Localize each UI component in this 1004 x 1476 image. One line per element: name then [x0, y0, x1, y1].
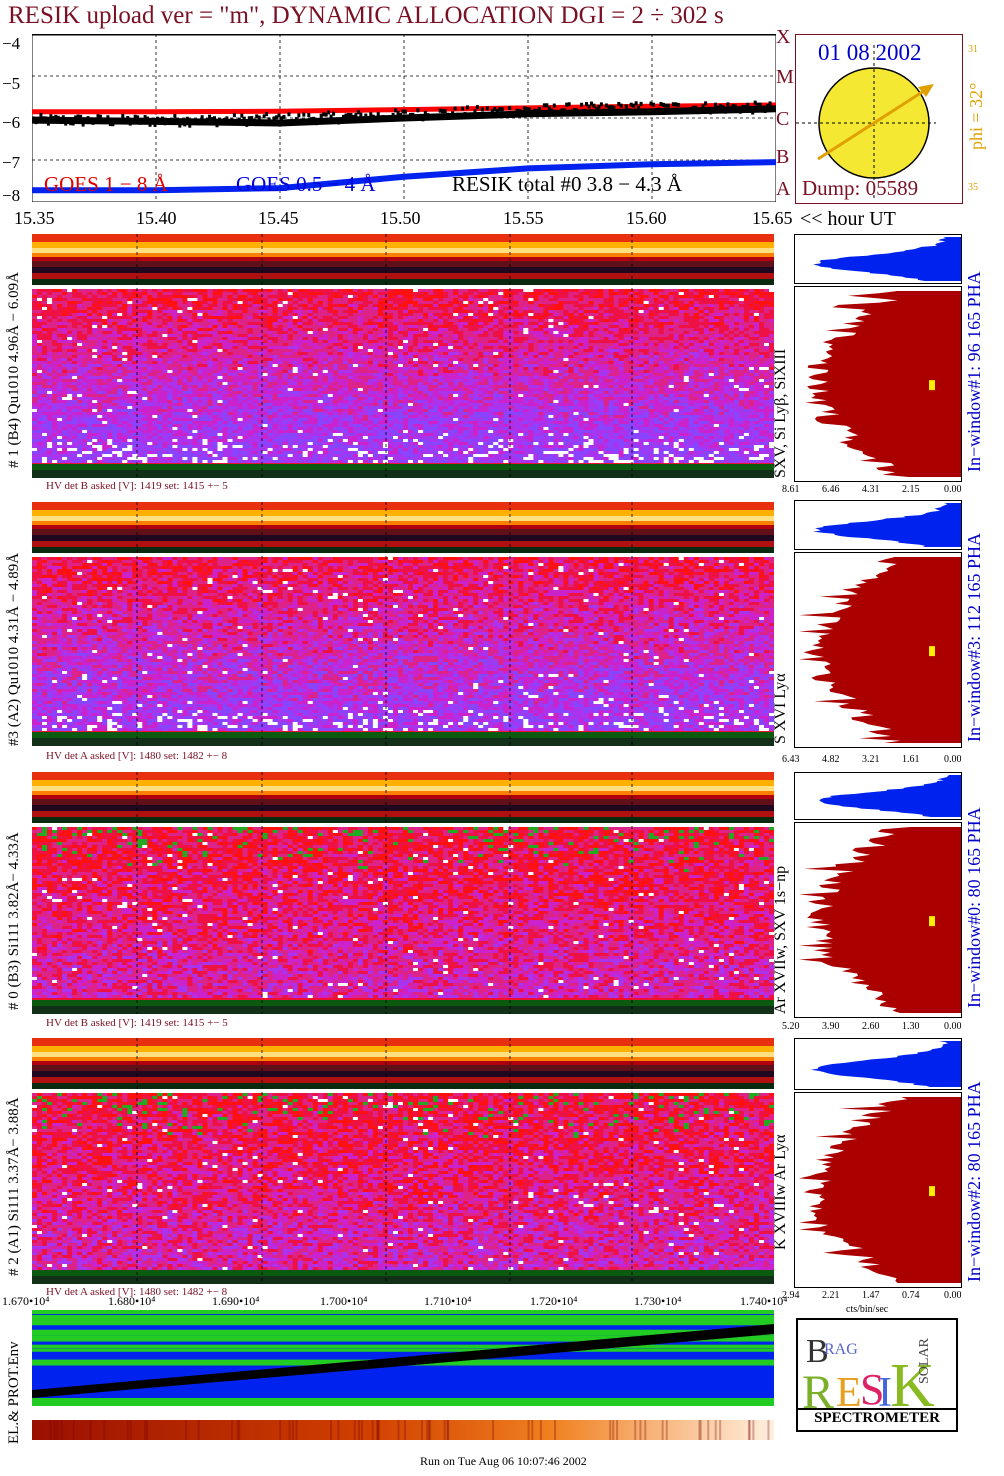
pha-axis-tick: 3.90: [822, 1021, 840, 1032]
time-tick: 1.720•10⁴: [530, 1294, 577, 1309]
time-tick: 1.710•10⁴: [424, 1294, 471, 1309]
class-label: C: [776, 108, 789, 131]
line-id-label: Ar XVIIw, SXV 1s−np: [772, 866, 790, 1014]
in-window-label: In−window#0: 80 165 PHA: [964, 807, 985, 1008]
in-window-label: In−window#3: 112 165 PHA: [964, 533, 985, 742]
hv-line: HV det A asked [V]: 1480 set: 1482 +− 8: [46, 750, 227, 762]
xtick-label: 15.55: [503, 208, 544, 229]
legend-goes-short: GOES 0.5 − 4 Å: [236, 172, 376, 197]
pha-axis-tick: 8.61: [782, 484, 800, 495]
sun-disk-plot: [796, 45, 936, 201]
pha-axis-tick: 4.82: [822, 754, 840, 765]
time-tick: 1.730•10⁴: [634, 1294, 681, 1309]
pha-axis-tick: 2.15: [902, 484, 920, 495]
line-id-label: K XVIIIw Ar Lyα: [772, 1135, 790, 1250]
arrow-icon: [817, 85, 931, 161]
pha-axis-tick: 0.00: [944, 484, 962, 495]
xaxis-unit: << hour UT: [800, 208, 896, 231]
pha-red-3: [794, 552, 962, 748]
ytick-label: −7: [2, 153, 30, 173]
pha-axis-tick: 2.94: [782, 1290, 800, 1301]
pha-axis-tick: 5.20: [782, 1021, 800, 1032]
pha-blue-2: [794, 1038, 962, 1090]
logo-text: SPECTROMETER: [798, 1408, 956, 1427]
phi-tick: 35: [968, 182, 978, 193]
hv-line: HV det B asked [V]: 1419 set: 1415 +− 5: [46, 1017, 228, 1029]
phi-tick: 31: [968, 44, 978, 55]
run-timestamp: Run on Tue Aug 06 10:07:46 2002: [420, 1454, 587, 1469]
sun-panel: [795, 34, 963, 204]
time-tick: 1.700•10⁴: [320, 1294, 367, 1309]
hv-line: HV det B asked [V]: 1419 set: 1415 +− 5: [46, 480, 228, 492]
temperature-strip: [32, 1420, 774, 1440]
sun-date: 01 08 2002: [818, 40, 922, 66]
lightcurve-panel: [32, 34, 776, 202]
xtick-label: 15.50: [380, 208, 421, 229]
pha-axis-tick: 1.47: [862, 1290, 880, 1301]
pha-red-1: [794, 286, 962, 482]
pha-axis-tick: 4.31: [862, 484, 880, 495]
pha-axis-tick: 2.21: [822, 1290, 840, 1301]
detector-label: # 0 (B3) Si111 3.82Å− 4.33Å: [6, 832, 23, 1010]
series-line: [32, 105, 776, 127]
pha-axis-tick: 0.00: [944, 1021, 962, 1032]
xtick-label: 15.35: [14, 208, 55, 229]
env-label: EL.& PROT.Env: [6, 1341, 23, 1444]
lightcurve-plot: [32, 34, 776, 202]
detector-label: # 2 (A1) Si111 3.37Å− 3.88Å: [6, 1097, 23, 1276]
xtick-label: 15.60: [626, 208, 667, 229]
class-label: X: [776, 26, 790, 49]
detector-label: #3 (A2) Qu1010 4.31Å − 4.89Å: [6, 553, 23, 746]
pha-unit: cts/bin/sec: [846, 1304, 888, 1315]
line-id-label: S XVI Lyα: [772, 673, 790, 744]
class-label: B: [776, 146, 789, 169]
detector-2-spectrogram: [32, 1038, 774, 1284]
pha-axis-tick: 0.00: [944, 754, 962, 765]
detector-label: # 1 (B4) Qu1010 4.96Å − 6.09Å: [6, 272, 23, 468]
pha-axis-tick: 0.74: [902, 1290, 920, 1301]
ytick-label: −5: [2, 74, 30, 94]
xtick-label: 15.40: [136, 208, 177, 229]
xtick-label: 15.45: [258, 208, 299, 229]
ytick-label: −6: [2, 113, 30, 133]
pha-axis-tick: 1.61: [902, 754, 920, 765]
pha-axis-tick: 3.21: [862, 754, 880, 765]
in-window-label: In−window#2: 80 165 PHA: [964, 1081, 985, 1282]
pha-axis-tick: 6.46: [822, 484, 840, 495]
line-id-label: SXV, Si Lyβ, SiXIII: [772, 349, 790, 478]
pha-axis-tick: 1.30: [902, 1021, 920, 1032]
pha-axis-tick: 6.43: [782, 754, 800, 765]
legend-goes-long: GOES 1 − 8 Å: [44, 172, 168, 197]
pha-red-0: [794, 822, 962, 1018]
hv-line: HV det A asked [V]: 1480 set: 1482 +− 8: [46, 1286, 227, 1298]
time-tick: 1.680•10⁴: [108, 1294, 155, 1309]
pha-blue-3: [794, 500, 962, 550]
page-title: RESIK upload ver = "m", DYNAMIC ALLOCATI…: [8, 2, 724, 30]
detector-1-spectrogram: [32, 234, 774, 478]
class-label: M: [776, 66, 794, 89]
class-label: A: [776, 178, 790, 201]
time-tick: 1.690•10⁴: [212, 1294, 259, 1309]
detector-0-spectrogram: [32, 772, 774, 1014]
pha-axis-tick: 0.00: [944, 1290, 962, 1301]
time-tick: 1.670•10⁴: [2, 1294, 49, 1309]
pha-axis-tick: 2.60: [862, 1021, 880, 1032]
ytick-label: −4: [2, 34, 30, 54]
legend-resik: RESIK total #0 3.8 − 4.3 Å: [452, 172, 682, 197]
detector-3-spectrogram: [32, 502, 774, 746]
series-line: [32, 159, 776, 194]
resik-logo: B RAG R E S I K SOLAR SPECTROMETER: [796, 1318, 958, 1432]
environment-panel: [32, 1310, 774, 1406]
pha-blue-0: [794, 772, 962, 820]
time-tick: 1.740•10⁴: [740, 1294, 787, 1309]
pha-red-2: [794, 1092, 962, 1288]
arrow-head-icon: [918, 84, 934, 97]
xtick-label: 15.65: [752, 208, 793, 229]
sun-dump: Dump: 05589: [802, 176, 918, 201]
ytick-label: −8: [2, 186, 30, 206]
in-window-label: In−window#1: 96 165 PHA: [964, 271, 985, 472]
pha-blue-1: [794, 234, 962, 284]
phi-label: phi = 32°: [966, 83, 987, 150]
